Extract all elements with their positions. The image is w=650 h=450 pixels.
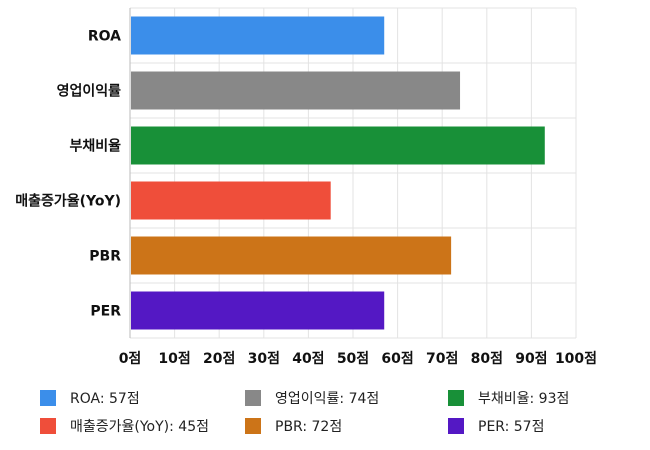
legend-item-revenue-growth[interactable]: 매출증가율(YoY): 45점 xyxy=(40,414,209,438)
legend-swatch xyxy=(245,418,261,434)
legend-item-pbr[interactable]: PBR: 72점 xyxy=(245,414,342,438)
bar[interactable] xyxy=(131,16,385,55)
legend-swatch xyxy=(245,390,261,406)
x-tick-label: 50점 xyxy=(337,350,369,367)
category-label: ROA xyxy=(88,29,121,45)
category-label: 부채비율 xyxy=(69,138,121,155)
legend-item-per[interactable]: PER: 57점 xyxy=(448,414,544,438)
x-tick-label: 40점 xyxy=(292,350,324,367)
x-tick-label: 20점 xyxy=(203,350,235,367)
x-tick-label: 30점 xyxy=(248,350,280,367)
x-tick-label: 70점 xyxy=(426,350,458,367)
category-label: 매출증가율(YoY) xyxy=(15,193,121,210)
legend-swatch xyxy=(448,390,464,406)
legend-swatch xyxy=(40,390,56,406)
x-tick-label: 90점 xyxy=(515,350,547,367)
x-tick-label: 0점 xyxy=(119,350,142,367)
legend-label: 영업이익률: 74점 xyxy=(275,391,380,407)
legend-item-debt-ratio[interactable]: 부채비율: 93점 xyxy=(448,386,569,410)
legend-item-roa[interactable]: ROA: 57점 xyxy=(40,386,140,410)
legend-label: 부채비율: 93점 xyxy=(478,391,570,407)
legend-swatch xyxy=(40,418,56,434)
x-tick-label: 80점 xyxy=(471,350,503,367)
category-label: 영업이익률 xyxy=(57,83,122,100)
x-tick-label: 100점 xyxy=(555,350,597,367)
category-label: PBR xyxy=(89,249,121,265)
x-tick-label: 60점 xyxy=(381,350,413,367)
legend-label: 매출증가율(YoY): 45점 xyxy=(70,419,209,435)
category-label: PER xyxy=(90,304,121,320)
legend-label: ROA: 57점 xyxy=(70,391,140,407)
legend-label: PBR: 72점 xyxy=(275,419,343,435)
bar[interactable] xyxy=(131,126,545,165)
x-tick-label: 10점 xyxy=(158,350,190,367)
bar[interactable] xyxy=(131,236,452,275)
bar[interactable] xyxy=(131,181,331,220)
legend-item-operating-margin[interactable]: 영업이익률: 74점 xyxy=(245,386,379,410)
legend-swatch xyxy=(448,418,464,434)
legend-label: PER: 57점 xyxy=(478,419,545,435)
bar[interactable] xyxy=(131,291,385,330)
bar[interactable] xyxy=(131,71,461,110)
